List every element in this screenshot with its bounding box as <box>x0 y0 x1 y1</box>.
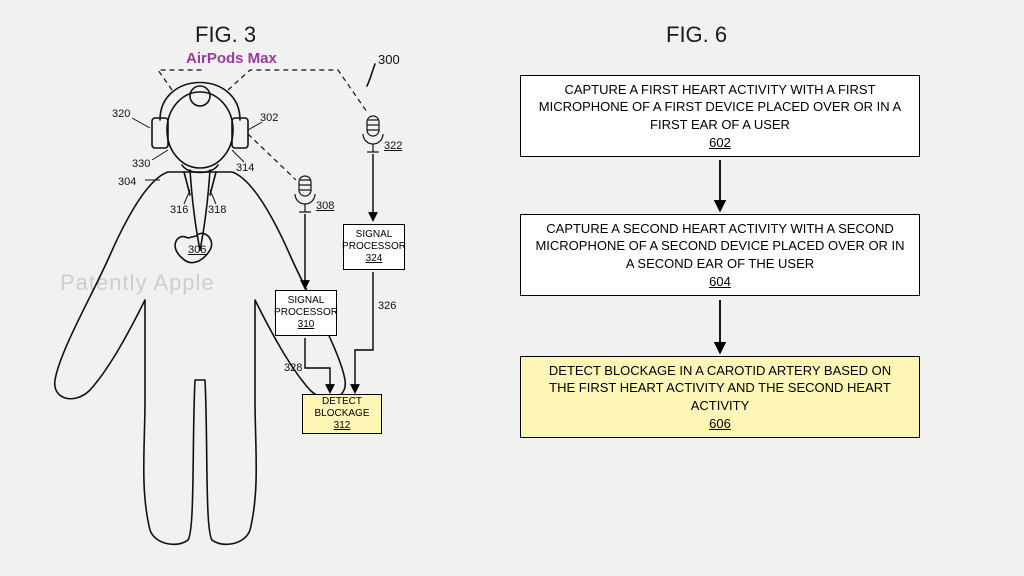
flow-step-3-text: DETECT BLOCKAGE IN A CAROTID ARTERY BASE… <box>535 362 905 415</box>
ref-326: 326 <box>378 300 396 312</box>
fig6-title: FIG. 6 <box>666 22 727 48</box>
box-sp1-ref: 310 <box>298 319 315 331</box>
flow-step-2-text: CAPTURE A SECOND HEART ACTIVITY WITH A S… <box>535 220 905 273</box>
ref-308: 308 <box>316 200 334 212</box>
box-sp1-text: SIGNAL PROCESSOR <box>274 295 338 319</box>
box-sp2-text: SIGNAL PROCESSOR <box>342 229 406 253</box>
ref-306: 306 <box>188 244 206 256</box>
box-detect-ref: 312 <box>334 420 351 432</box>
ref-330: 330 <box>132 158 150 170</box>
flow-step-3-ref: 606 <box>709 415 731 433</box>
ref-314: 314 <box>236 162 254 174</box>
ref-316: 316 <box>170 204 188 216</box>
ref-318: 318 <box>208 204 226 216</box>
box-detect-blockage: DETECT BLOCKAGE 312 <box>302 394 382 434</box>
ref-304: 304 <box>118 176 136 188</box>
box-sp2-ref: 324 <box>366 253 383 265</box>
fig3-title: FIG. 3 <box>195 22 256 48</box>
ref-300: 300 <box>378 52 400 67</box>
flow-step-1-ref: 602 <box>709 134 731 152</box>
ref-320: 320 <box>112 108 130 120</box>
flow-step-3: DETECT BLOCKAGE IN A CAROTID ARTERY BASE… <box>520 356 920 438</box>
ref-302: 302 <box>260 112 278 124</box>
box-detect-text: DETECT BLOCKAGE <box>307 396 377 420</box>
flow-step-2: CAPTURE A SECOND HEART ACTIVITY WITH A S… <box>520 214 920 296</box>
flow-step-2-ref: 604 <box>709 273 731 291</box>
ref-328: 328 <box>284 362 302 374</box>
box-signal-processor-310: SIGNAL PROCESSOR 310 <box>275 290 337 336</box>
fig3-subtitle: AirPods Max <box>186 50 277 67</box>
flow-step-1-text: CAPTURE A FIRST HEART ACTIVITY WITH A FI… <box>535 81 905 134</box>
flow-step-1: CAPTURE A FIRST HEART ACTIVITY WITH A FI… <box>520 75 920 157</box>
box-signal-processor-324: SIGNAL PROCESSOR 324 <box>343 224 405 270</box>
watermark: Patently Apple <box>60 270 215 296</box>
ref-322: 322 <box>384 140 402 152</box>
